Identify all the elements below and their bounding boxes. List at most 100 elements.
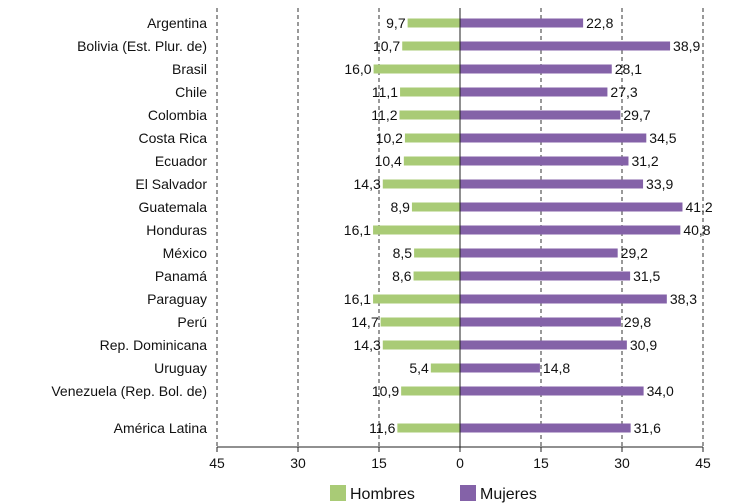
data-label-mujeres: 31,6 bbox=[634, 420, 661, 436]
data-label-hombres: 11,1 bbox=[372, 84, 398, 100]
data-label-mujeres: 38,3 bbox=[670, 291, 697, 307]
bar-mujeres bbox=[460, 225, 681, 235]
bar-mujeres bbox=[460, 133, 647, 143]
data-label-hombres: 10,9 bbox=[372, 383, 399, 399]
legend-label: Mujeres bbox=[480, 486, 537, 503]
data-label-hombres: 16,1 bbox=[344, 291, 371, 307]
bar-mujeres bbox=[460, 294, 667, 304]
data-label-hombres: 8,9 bbox=[390, 199, 410, 215]
data-label-mujeres: 34,0 bbox=[647, 383, 674, 399]
x-tick-label: 0 bbox=[456, 455, 464, 471]
data-label-hombres: 10,7 bbox=[373, 38, 400, 54]
data-label-mujeres: 31,2 bbox=[631, 153, 658, 169]
bar-hombres bbox=[414, 248, 460, 258]
category-label: Uruguay bbox=[154, 360, 207, 376]
data-label-mujeres: 22,8 bbox=[586, 15, 613, 31]
x-tick-label: 45 bbox=[209, 455, 225, 471]
category-label: Perú bbox=[177, 314, 207, 330]
bar-hombres bbox=[403, 156, 460, 166]
bar-hombres bbox=[373, 225, 460, 235]
data-label-mujeres: 31,5 bbox=[633, 268, 660, 284]
category-label: México bbox=[163, 245, 208, 261]
bar-hombres bbox=[413, 271, 460, 281]
data-label-hombres: 14,3 bbox=[354, 176, 381, 192]
data-label-mujeres: 29,2 bbox=[621, 245, 648, 261]
data-label-mujeres: 33,9 bbox=[646, 176, 673, 192]
bar-mujeres bbox=[460, 156, 629, 166]
data-label-mujeres: 30,9 bbox=[630, 337, 657, 353]
bar-mujeres bbox=[460, 87, 608, 97]
bar-hombres bbox=[399, 110, 460, 120]
bar-hombres bbox=[382, 179, 460, 189]
data-label-hombres: 10,2 bbox=[376, 130, 403, 146]
bar-hombres bbox=[400, 87, 460, 97]
bar-mujeres bbox=[460, 271, 631, 281]
category-label: Honduras bbox=[146, 222, 207, 238]
category-label: El Salvador bbox=[135, 176, 207, 192]
data-label-hombres: 14,3 bbox=[354, 337, 381, 353]
bar-hombres bbox=[373, 64, 460, 74]
data-label-hombres: 11,6 bbox=[369, 420, 395, 436]
data-label-hombres: 5,4 bbox=[409, 360, 429, 376]
bar-hombres bbox=[402, 41, 460, 51]
bar-mujeres bbox=[460, 179, 644, 189]
category-label: Panamá bbox=[155, 268, 207, 284]
bar-hombres bbox=[382, 340, 460, 350]
data-label-hombres: 8,6 bbox=[392, 268, 412, 284]
data-label-mujeres: 29,7 bbox=[623, 107, 650, 123]
category-label: América Latina bbox=[114, 420, 208, 436]
data-label-hombres: 11,2 bbox=[371, 107, 397, 123]
data-label-hombres: 10,4 bbox=[375, 153, 402, 169]
x-tick-label: 30 bbox=[290, 455, 306, 471]
category-label: Guatemala bbox=[139, 199, 208, 215]
legend-label: Hombres bbox=[350, 486, 415, 503]
x-tick-label: 45 bbox=[695, 455, 711, 471]
category-label: Argentina bbox=[147, 15, 207, 31]
category-label: Ecuador bbox=[155, 153, 207, 169]
x-tick-label: 15 bbox=[533, 455, 549, 471]
data-label-hombres: 14,7 bbox=[351, 314, 378, 330]
bar-mujeres bbox=[460, 340, 627, 350]
bar-mujeres bbox=[460, 423, 631, 433]
category-label: Rep. Dominicana bbox=[100, 337, 208, 353]
bar-mujeres bbox=[460, 317, 621, 327]
bar-mujeres bbox=[460, 41, 671, 51]
bar-hombres bbox=[380, 317, 460, 327]
data-label-mujeres: 14,8 bbox=[543, 360, 570, 376]
data-label-mujeres: 28,1 bbox=[615, 61, 642, 77]
data-label-hombres: 9,7 bbox=[386, 15, 406, 31]
bar-mujeres bbox=[460, 110, 621, 120]
category-label: Paraguay bbox=[147, 291, 207, 307]
data-label-mujeres: 27,3 bbox=[610, 84, 637, 100]
data-label-mujeres: 29,8 bbox=[624, 314, 651, 330]
bar-hombres bbox=[373, 294, 460, 304]
bar-mujeres bbox=[460, 18, 584, 28]
bar-mujeres bbox=[460, 64, 612, 74]
legend-swatch bbox=[460, 485, 476, 501]
bar-mujeres bbox=[460, 386, 644, 396]
category-label: Costa Rica bbox=[139, 130, 208, 146]
category-label: Venezuela (Rep. Bol. de) bbox=[51, 383, 207, 399]
data-label-mujeres: 38,9 bbox=[673, 38, 700, 54]
bar-hombres bbox=[407, 18, 460, 28]
bar-hombres bbox=[401, 386, 460, 396]
data-label-mujeres: 34,5 bbox=[649, 130, 676, 146]
bar-mujeres bbox=[460, 248, 618, 258]
data-label-hombres: 8,5 bbox=[393, 245, 413, 261]
bar-mujeres bbox=[460, 363, 540, 373]
category-label: Chile bbox=[175, 84, 207, 100]
legend: Hombres Mujeres bbox=[330, 485, 537, 503]
bar-mujeres bbox=[460, 202, 683, 212]
bar-hombres bbox=[430, 363, 460, 373]
x-axis: 45 30 15 0 15 30 45 bbox=[209, 8, 711, 471]
x-tick-label: 15 bbox=[371, 455, 387, 471]
data-label-hombres: 16,0 bbox=[344, 61, 371, 77]
data-label-hombres: 16,1 bbox=[344, 222, 371, 238]
bar-hombres bbox=[411, 202, 460, 212]
legend-swatch bbox=[330, 485, 346, 501]
data-label-mujeres: 40,8 bbox=[683, 222, 710, 238]
data-label-mujeres: 41,2 bbox=[685, 199, 712, 215]
bar-hombres bbox=[404, 133, 460, 143]
x-tick-label: 30 bbox=[614, 455, 630, 471]
